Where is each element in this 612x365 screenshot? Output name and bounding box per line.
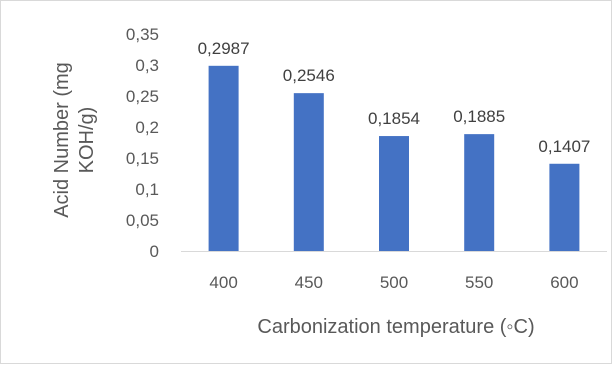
bar	[464, 134, 495, 251]
x-tick-label: 500	[380, 273, 408, 292]
y-tick-label: 0,05	[126, 211, 159, 230]
x-axis-ticks: 400 450 500 550 600	[209, 273, 578, 292]
bar-data-label: 0,1885	[453, 107, 505, 126]
x-tick-label: 550	[465, 273, 493, 292]
data-labels: 0,2987 0,2546 0,1854 0,1885 0,1407	[198, 39, 591, 156]
bar	[549, 163, 580, 251]
bar-data-label: 0,1854	[368, 109, 420, 128]
y-tick-label: 0,35	[126, 25, 159, 44]
bar-data-label: 0,2546	[283, 66, 335, 85]
y-tick-label: 0,3	[135, 56, 159, 75]
y-tick-label: 0,2	[135, 118, 159, 137]
bar-data-label: 0,2987	[198, 39, 250, 58]
y-tick-label: 0	[150, 242, 159, 261]
y-axis-ticks: 0 0,05 0,1 0,15 0,2 0,25 0,3 0,35	[126, 25, 159, 261]
bar	[293, 93, 324, 251]
y-tick-label: 0,15	[126, 149, 159, 168]
y-tick-label: 0,25	[126, 87, 159, 106]
bar-data-label: 0,1407	[538, 137, 590, 156]
x-tick-label: 400	[209, 273, 237, 292]
bar	[208, 65, 239, 251]
bar	[379, 136, 409, 251]
x-tick-label: 450	[295, 273, 323, 292]
x-tick-label: 600	[550, 273, 578, 292]
y-axis-title-line1: Acid Number (mg	[51, 62, 73, 218]
bars-group	[208, 65, 580, 251]
y-tick-label: 0,1	[135, 180, 159, 199]
y-axis-title-line2: KOH/g)	[76, 107, 98, 174]
x-axis-title: Carbonization temperature (◦C)	[257, 316, 534, 338]
